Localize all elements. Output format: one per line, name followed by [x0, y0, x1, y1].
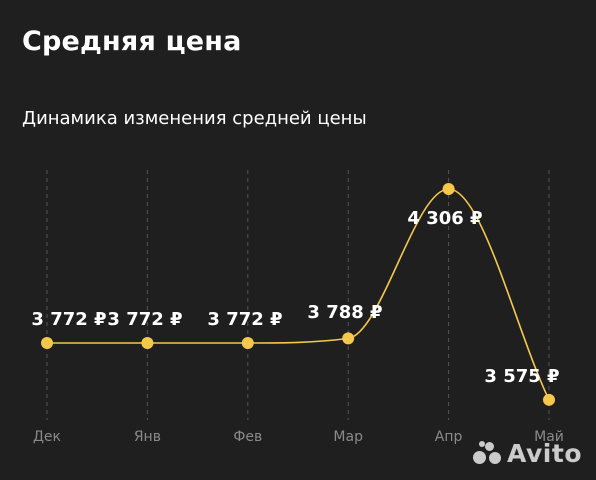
data-label-5: 3 575 ₽ — [484, 366, 559, 387]
x-tick-label-4: Апр — [435, 429, 463, 445]
data-label-0: 3 772 ₽ — [31, 309, 106, 330]
x-tick-label-2: Фев — [233, 429, 262, 445]
data-point-1 — [141, 337, 154, 349]
data-label-3: 3 788 ₽ — [307, 302, 382, 323]
chart-subtitle: Динамика изменения средней цены — [22, 108, 367, 129]
x-tick-label-1: Янв — [134, 429, 161, 445]
data-label-1: 3 772 ₽ — [107, 309, 182, 330]
x-tick-label-3: Мар — [333, 429, 363, 445]
x-tick-label-5: Май — [534, 429, 564, 445]
data-point-2 — [241, 337, 254, 349]
data-point-5 — [543, 393, 555, 406]
avito-watermark: Avito — [473, 439, 582, 468]
data-label-2: 3 772 ₽ — [207, 309, 282, 330]
page-title: Средняя цена — [22, 26, 242, 57]
data-point-0 — [41, 337, 53, 349]
avito-logo-icon — [473, 440, 503, 467]
data-point-4 — [442, 183, 455, 195]
avito-logo-text: Avito — [507, 439, 582, 468]
x-tick-label-0: Дек — [33, 429, 61, 445]
data-label-4: 4 306 ₽ — [407, 208, 482, 229]
data-point-3 — [342, 332, 355, 345]
